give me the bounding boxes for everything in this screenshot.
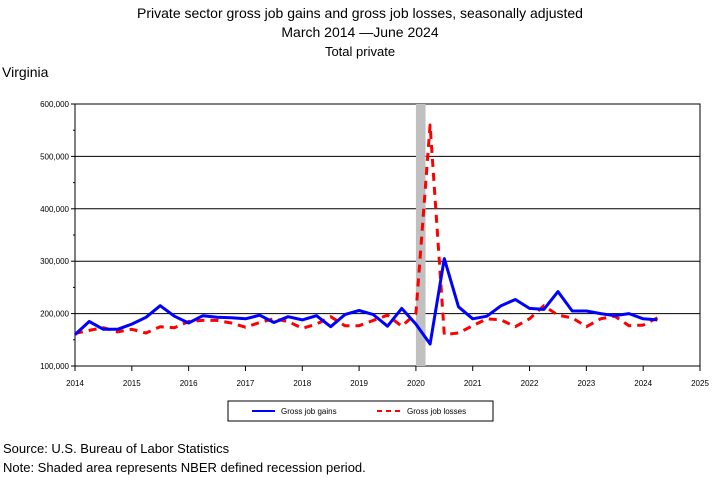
series-layer [73, 123, 659, 346]
x-tick-label: 2019 [350, 379, 368, 388]
legend: Gross job gains Gross job losses [227, 400, 494, 422]
plot-frame [74, 103, 701, 367]
plot-area [74, 103, 701, 367]
y-tick-label: 300,000 [40, 257, 69, 266]
x-tick-label: 2016 [180, 379, 198, 388]
recession-shade [415, 104, 426, 366]
y-tick-label: 600,000 [40, 100, 69, 109]
series-line-gross-job-gains [73, 257, 658, 346]
recession-note: Note: Shaded area represents NBER define… [3, 460, 366, 475]
source-note: Source: U.S. Bureau of Labor Statistics [3, 441, 230, 456]
x-tick-label: 2025 [691, 379, 709, 388]
chart-subtitle: Total private [324, 44, 396, 59]
series-line-gross-job-losses [74, 123, 659, 337]
recession-band [415, 104, 426, 366]
x-tick-label: 2018 [293, 379, 311, 388]
x-tick-label: 2024 [634, 379, 652, 388]
y-tick-label: 500,000 [40, 152, 69, 161]
y-tick-label: 200,000 [40, 310, 69, 319]
y-tick-label: 100,000 [40, 362, 69, 371]
y-tick-label: 400,000 [40, 205, 69, 214]
chart-title: Private sector gross job gains and gross… [137, 5, 583, 21]
x-tick-label: 2023 [577, 379, 595, 388]
legend-label: Gross job gains [281, 407, 337, 416]
x-tick-label: 2020 [407, 379, 425, 388]
x-tick-label: 2015 [123, 379, 141, 388]
legend-box [227, 400, 494, 422]
x-tick-label: 2022 [521, 379, 539, 388]
legend-label: Gross job losses [407, 407, 466, 416]
region-label: Virginia [2, 64, 49, 80]
y-axis: 100,000 200,000 300,000 400,000 500,000 600,0… [40, 100, 75, 371]
x-tick-label: 2014 [66, 379, 84, 388]
x-axis: 2014 2015 2016 2017 2018 2019 2020 2021 2022 2023… [66, 366, 709, 388]
x-tick-label: 2017 [237, 379, 255, 388]
x-tick-label: 2021 [464, 379, 482, 388]
chart-period: March 2014 —June 2024 [281, 24, 439, 40]
